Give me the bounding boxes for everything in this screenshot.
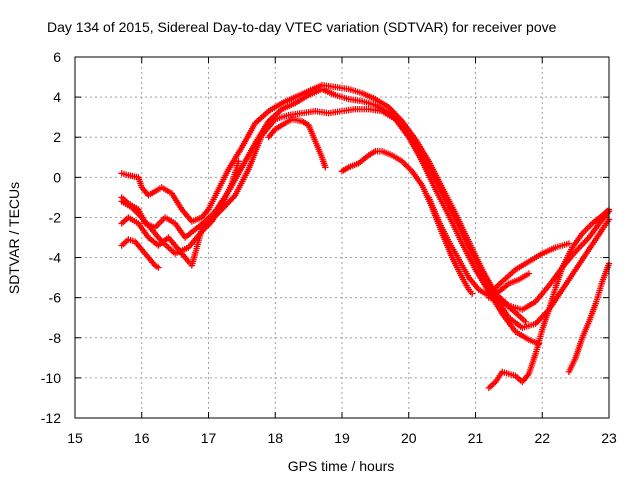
y-tick-label: -6 — [49, 290, 62, 306]
data-point — [581, 238, 588, 246]
y-axis-label: SDTVAR / TECUs — [6, 182, 22, 294]
y-tick-label: -12 — [41, 410, 61, 426]
y-tick-label: -8 — [49, 330, 62, 346]
series-track-9 — [485, 240, 573, 297]
data-point — [582, 237, 590, 244]
y-tick-label: 2 — [53, 129, 61, 145]
series-track-1 — [118, 81, 613, 313]
chart-title: Day 134 of 2015, Sidereal Day-to-day VTE… — [47, 19, 557, 35]
series-track-12 — [565, 260, 613, 376]
x-tick-label: 19 — [334, 430, 350, 446]
plot-frame — [74, 56, 610, 419]
data-point — [235, 158, 242, 165]
data-point — [578, 242, 585, 249]
data-point — [525, 270, 533, 277]
series-track-10 — [485, 294, 529, 325]
data-point — [535, 317, 542, 324]
data-point — [229, 195, 236, 202]
data-point — [322, 164, 329, 171]
x-tick-label: 18 — [267, 430, 283, 446]
y-tick-label: 4 — [53, 89, 61, 105]
series-track-2 — [118, 85, 613, 331]
x-axis-label: GPS time / hours — [288, 458, 395, 474]
x-tick-label: 16 — [134, 430, 150, 446]
series-track-11 — [485, 206, 613, 392]
x-tick-label: 17 — [201, 430, 217, 446]
data-point — [468, 290, 476, 297]
series-track-8 — [425, 194, 533, 299]
series-track-5 — [118, 158, 242, 257]
y-tick-label: 6 — [53, 49, 61, 65]
data-layer — [118, 81, 613, 392]
axis-ticks: 15 16 17 18 19 20 21 22 23 -12 -10 -8 -6 -4 -2 0 2 4 6 — [41, 49, 617, 446]
series-track-4 — [118, 236, 162, 271]
x-tick-label: 22 — [534, 430, 550, 446]
data-point — [565, 240, 573, 247]
x-tick-label: 21 — [468, 430, 484, 446]
y-tick-label: -4 — [49, 250, 62, 266]
y-tick-label: 0 — [53, 169, 61, 185]
data-point — [522, 318, 529, 325]
data-point — [579, 240, 587, 247]
y-tick-label: -10 — [41, 370, 61, 386]
x-tick-label: 23 — [601, 430, 617, 446]
series-track-3 — [118, 105, 543, 347]
x-tick-label: 20 — [401, 430, 417, 446]
series-track-6 — [265, 115, 329, 171]
y-tick-label: -2 — [49, 209, 62, 225]
data-point — [155, 264, 162, 271]
x-tick-label: 15 — [67, 430, 83, 446]
